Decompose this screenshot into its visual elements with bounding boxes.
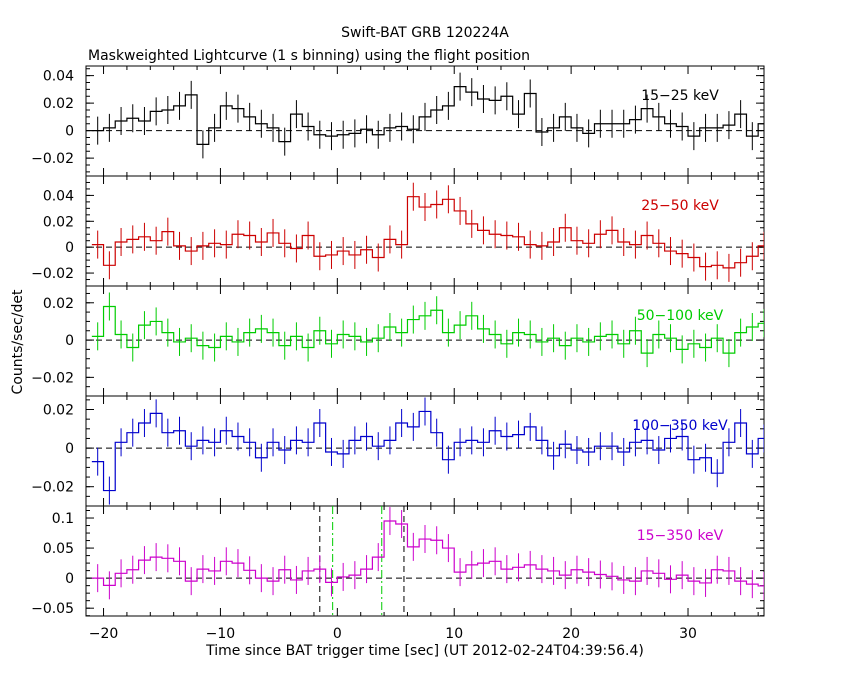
y-tick-label: 0 [65, 571, 74, 587]
y-tick-label: −0.02 [31, 480, 74, 496]
series-group [91, 182, 764, 282]
y-tick-label: 0 [65, 441, 74, 457]
x-tick-label: −10 [206, 626, 236, 642]
panel-frame [85, 175, 765, 287]
band-label: 15−350 keV [637, 528, 724, 544]
band-label: 25−50 keV [641, 198, 719, 214]
y-tick-label: 0.02 [43, 96, 74, 112]
series-line [91, 410, 764, 492]
series-line [91, 86, 764, 145]
x-axis-label: Time since BAT trigger time [sec] (UT 20… [205, 643, 644, 659]
y-tick-label: 0.02 [43, 214, 74, 230]
y-tick-label: −0.02 [31, 266, 74, 282]
y-tick-label: 0.04 [43, 188, 74, 204]
panel-0: −0.02 0 0.02 0.04 15−25 keV [31, 65, 765, 177]
series-group [91, 72, 764, 159]
y-tick-label: −0.02 [31, 151, 74, 167]
band-label: 50−100 keV [637, 308, 724, 324]
panel-1: −0.02 0 0.02 0.04 25−50 keV [31, 175, 765, 287]
panel-4: −0.05 0 0.05 0.1 15−350 keV [31, 505, 765, 617]
series-line [91, 520, 764, 587]
y-tick-label: 0.05 [43, 541, 74, 557]
chart-title: Swift-BAT GRB 120224A [341, 25, 509, 41]
y-tick-label: 0.1 [52, 511, 74, 527]
series-group [91, 506, 764, 616]
panels-group: −0.02 0 0.02 0.04 15−25 keV −0.02 0 0.02 0.04 25−… [31, 65, 765, 642]
x-tick-label: −20 [89, 626, 119, 642]
band-label: 15−25 keV [641, 88, 719, 104]
y-axis-label: Counts/sec/det [10, 289, 26, 394]
y-tick-label: 0.02 [43, 403, 74, 419]
x-tick-label: 30 [679, 626, 697, 642]
x-tick-label: 20 [562, 626, 580, 642]
band-label: 100−350 keV [632, 418, 728, 434]
series-group [91, 292, 764, 368]
series-line [91, 305, 764, 354]
y-tick-label: 0 [65, 124, 74, 140]
y-tick-label: 0.02 [43, 296, 74, 312]
panel-2: −0.02 0 0.02 50−100 keV [31, 285, 765, 397]
series-group [91, 397, 764, 505]
panel-frame [85, 505, 765, 617]
x-tick-label: 0 [333, 626, 342, 642]
y-tick-label: 0 [65, 333, 74, 349]
x-tick-label: 10 [445, 626, 463, 642]
y-tick-label: 0 [65, 240, 74, 256]
chart-subtitle: Maskweighted Lightcurve (1 s binning) us… [88, 48, 530, 64]
y-tick-label: 0.04 [43, 69, 74, 85]
panel-3: −0.02 0 0.02 100−350 keV [31, 395, 765, 507]
y-tick-label: −0.02 [31, 370, 74, 386]
series-line [91, 196, 764, 269]
y-tick-label: −0.05 [31, 601, 74, 617]
